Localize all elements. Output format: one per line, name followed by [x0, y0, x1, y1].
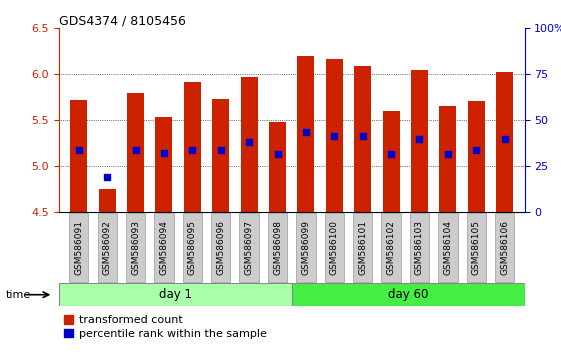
Text: GSM586105: GSM586105	[472, 220, 481, 275]
Point	[387, 152, 396, 157]
Text: GSM586102: GSM586102	[387, 220, 396, 275]
Text: GSM586091: GSM586091	[74, 220, 83, 275]
Text: GSM586104: GSM586104	[443, 220, 452, 275]
Text: GSM586106: GSM586106	[500, 220, 509, 275]
FancyBboxPatch shape	[292, 283, 525, 306]
Legend: transformed count, percentile rank within the sample: transformed count, percentile rank withi…	[65, 315, 267, 339]
Text: GDS4374 / 8105456: GDS4374 / 8105456	[59, 14, 186, 27]
Point	[472, 147, 481, 153]
Bar	[354, 66, 371, 212]
Point	[245, 139, 254, 144]
Bar	[269, 122, 286, 212]
FancyBboxPatch shape	[98, 213, 117, 282]
FancyBboxPatch shape	[268, 213, 287, 282]
Point	[273, 152, 282, 157]
Text: GSM586095: GSM586095	[188, 220, 197, 275]
FancyBboxPatch shape	[69, 213, 89, 282]
Bar	[297, 56, 314, 212]
Point	[358, 133, 367, 139]
Point	[443, 152, 452, 157]
Point	[103, 175, 112, 180]
FancyBboxPatch shape	[154, 213, 173, 282]
Text: GSM586103: GSM586103	[415, 220, 424, 275]
Bar	[99, 189, 116, 212]
Bar	[241, 77, 257, 212]
Point	[301, 130, 310, 135]
Point	[330, 133, 339, 139]
Point	[159, 150, 168, 155]
Bar	[383, 111, 399, 212]
Text: day 1: day 1	[159, 288, 192, 301]
Text: day 60: day 60	[388, 288, 428, 301]
Bar	[70, 100, 88, 212]
Bar	[468, 101, 485, 212]
FancyBboxPatch shape	[183, 213, 202, 282]
Text: GSM586096: GSM586096	[216, 220, 225, 275]
Bar	[326, 59, 343, 212]
Bar	[212, 99, 229, 212]
FancyBboxPatch shape	[296, 213, 316, 282]
Bar	[127, 93, 144, 212]
Text: GSM586094: GSM586094	[159, 220, 168, 275]
Text: GSM586099: GSM586099	[301, 220, 310, 275]
Point	[415, 136, 424, 142]
FancyBboxPatch shape	[381, 213, 401, 282]
Bar	[155, 117, 172, 212]
FancyBboxPatch shape	[240, 213, 259, 282]
Point	[188, 147, 197, 153]
FancyBboxPatch shape	[126, 213, 145, 282]
Point	[500, 136, 509, 142]
Text: time: time	[6, 290, 31, 300]
FancyBboxPatch shape	[495, 213, 514, 282]
Bar	[184, 82, 201, 212]
Text: GSM586093: GSM586093	[131, 220, 140, 275]
Point	[74, 147, 83, 153]
FancyBboxPatch shape	[325, 213, 344, 282]
FancyBboxPatch shape	[211, 213, 231, 282]
Bar	[439, 105, 457, 212]
FancyBboxPatch shape	[410, 213, 429, 282]
Bar	[496, 72, 513, 212]
Text: GSM586100: GSM586100	[330, 220, 339, 275]
Text: GSM586097: GSM586097	[245, 220, 254, 275]
Point	[216, 147, 225, 153]
Text: GSM586092: GSM586092	[103, 220, 112, 275]
FancyBboxPatch shape	[438, 213, 458, 282]
Point	[131, 147, 140, 153]
FancyBboxPatch shape	[467, 213, 486, 282]
FancyBboxPatch shape	[59, 283, 292, 306]
Bar	[411, 70, 428, 212]
Text: GSM586098: GSM586098	[273, 220, 282, 275]
Text: GSM586101: GSM586101	[358, 220, 367, 275]
FancyBboxPatch shape	[353, 213, 373, 282]
